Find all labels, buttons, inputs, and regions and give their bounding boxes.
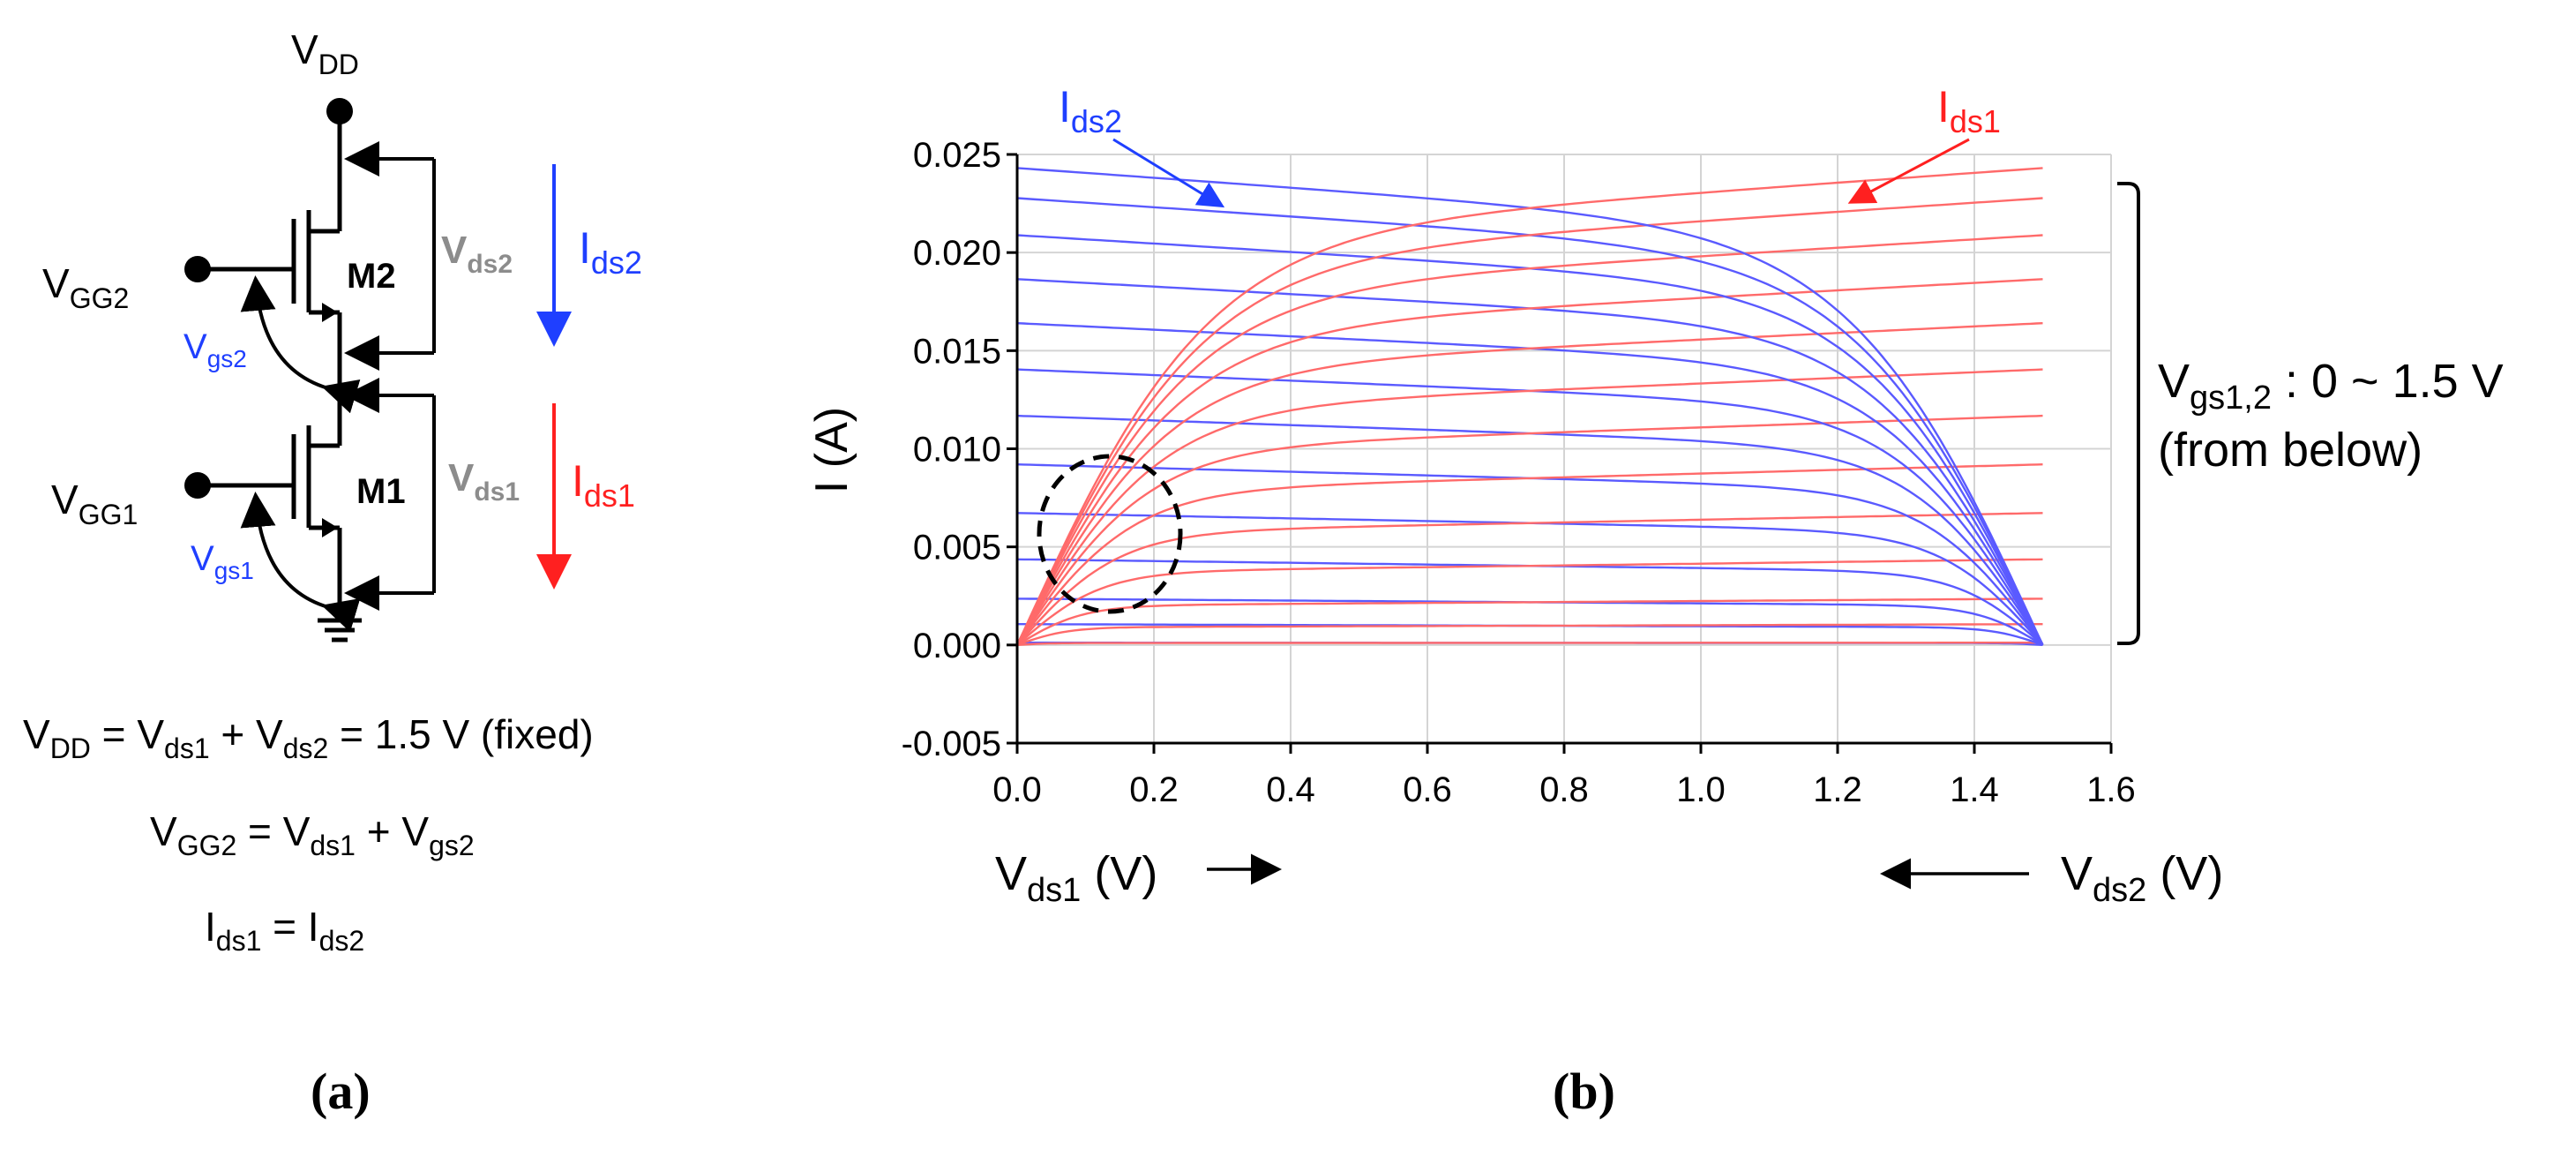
y-tick-label: 0.010 [913, 431, 1001, 470]
ground-icon [318, 618, 362, 642]
y-axis-label: I (A) [806, 407, 857, 493]
vgg2-label: VGG2 [42, 260, 129, 314]
y-tick-label: -0.005 [902, 725, 1001, 763]
x-tick-label: 0.0 [992, 770, 1042, 809]
y-tick-label: 0.005 [913, 529, 1001, 567]
ids1-curve [1017, 558, 2043, 646]
vgs1-curved-arrow [240, 492, 361, 633]
vgs-range-bracket [2117, 182, 2140, 645]
equation-vdd: VDD = Vds1 + Vds2 = 1.5 V (fixed) [23, 711, 594, 764]
series-label-ids2: Ids2 [1059, 82, 1122, 139]
vgs1-label: Vgs1 [191, 539, 254, 584]
vds2-label: Vds2 [441, 229, 513, 279]
vgg2-terminal [184, 256, 211, 282]
ids1-curve [1017, 642, 2043, 646]
y-tick-label: 0.000 [913, 627, 1001, 665]
x-tick-label: 0.2 [1129, 770, 1179, 809]
vgs-range-label: Vgs1,2 : 0 ~ 1.5 V [2158, 355, 2504, 417]
ids1-label: Ids1 [572, 456, 635, 514]
ids1-curve [1017, 197, 2043, 646]
ids1-curve [1017, 463, 2043, 646]
equation-ids: Ids1 = Ids2 [205, 904, 364, 957]
transistor-m2 [205, 210, 342, 406]
panel-label-a: (a) [311, 1063, 371, 1120]
ids2-curve [1017, 322, 2044, 646]
equations: VDD = Vds1 + Vds2 = 1.5 V (fixed) VGG2 =… [23, 711, 594, 957]
ids1-curve [1017, 512, 2043, 646]
ids1-curve [1017, 368, 2043, 646]
vds2-bracket [344, 141, 436, 371]
m2-source-arrow [322, 303, 338, 322]
m1-source-arrow [322, 518, 338, 537]
x-axis-label-vds1: Vds1 (V) [995, 847, 1157, 909]
circuit-diagram: VDD VGG2 M2 VGG1 M1 [42, 26, 642, 642]
ids1-curve [1017, 597, 2043, 646]
ids2-pointer-arrow [1112, 138, 1225, 208]
ids1-pointer-arrow [1847, 138, 1970, 204]
y-tick-label: 0.025 [913, 136, 1001, 175]
transistor-m1 [205, 406, 342, 618]
vgs2-label: Vgs2 [183, 327, 247, 372]
dashed-circle-annotation [1037, 454, 1183, 614]
chart-tick-labels: 0.0 0.2 0.4 0.6 0.8 1.0 1.2 1.4 1.6 -0.005 0.000 0.… [902, 136, 2136, 809]
y-tick-label: 0.020 [913, 234, 1001, 273]
m1-label: M1 [356, 472, 406, 511]
iv-chart: 0.0 0.2 0.4 0.6 0.8 1.0 1.2 1.4 1.6 -0.005 0.000 0.… [806, 82, 2504, 909]
equation-vgg2: VGG2 = Vds1 + Vgs2 [150, 808, 475, 861]
ids1-curve [1017, 623, 2043, 646]
x-tick-label: 1.4 [1950, 770, 1999, 809]
x-axis-label-vds2: Vds2 (V) [2061, 847, 2223, 909]
vgs2-curved-arrow [240, 275, 361, 414]
vds1-label: Vds1 [448, 456, 520, 507]
x-tick-label: 1.0 [1676, 770, 1726, 809]
panel-label-b: (b) [1553, 1063, 1615, 1120]
ids2-curve [1017, 234, 2044, 646]
ids1-curve [1017, 278, 2043, 646]
x-tick-label: 0.6 [1403, 770, 1452, 809]
ids1-curve [1017, 322, 2043, 646]
m2-label: M2 [347, 257, 396, 296]
vgs-range-sublabel: (from below) [2158, 424, 2422, 477]
y-tick-label: 0.015 [913, 332, 1001, 371]
ids2-curve [1017, 278, 2044, 646]
vgg1-terminal [184, 472, 211, 499]
chart-curves [1017, 167, 2044, 646]
series-label-ids1: Ids1 [1937, 82, 2001, 139]
x-tick-label: 0.8 [1539, 770, 1589, 809]
ids1-curve [1017, 414, 2043, 646]
vgg1-label: VGG1 [51, 477, 138, 530]
ids2-label: Ids2 [579, 223, 642, 281]
ids1-curve [1017, 234, 2043, 646]
vdd-label: VDD [291, 26, 359, 80]
x-tick-label: 0.4 [1266, 770, 1315, 809]
vds1-bracket [344, 378, 436, 611]
ids2-curve [1017, 414, 2044, 646]
x-tick-label: 1.6 [2086, 770, 2136, 809]
x-tick-label: 1.2 [1813, 770, 1862, 809]
